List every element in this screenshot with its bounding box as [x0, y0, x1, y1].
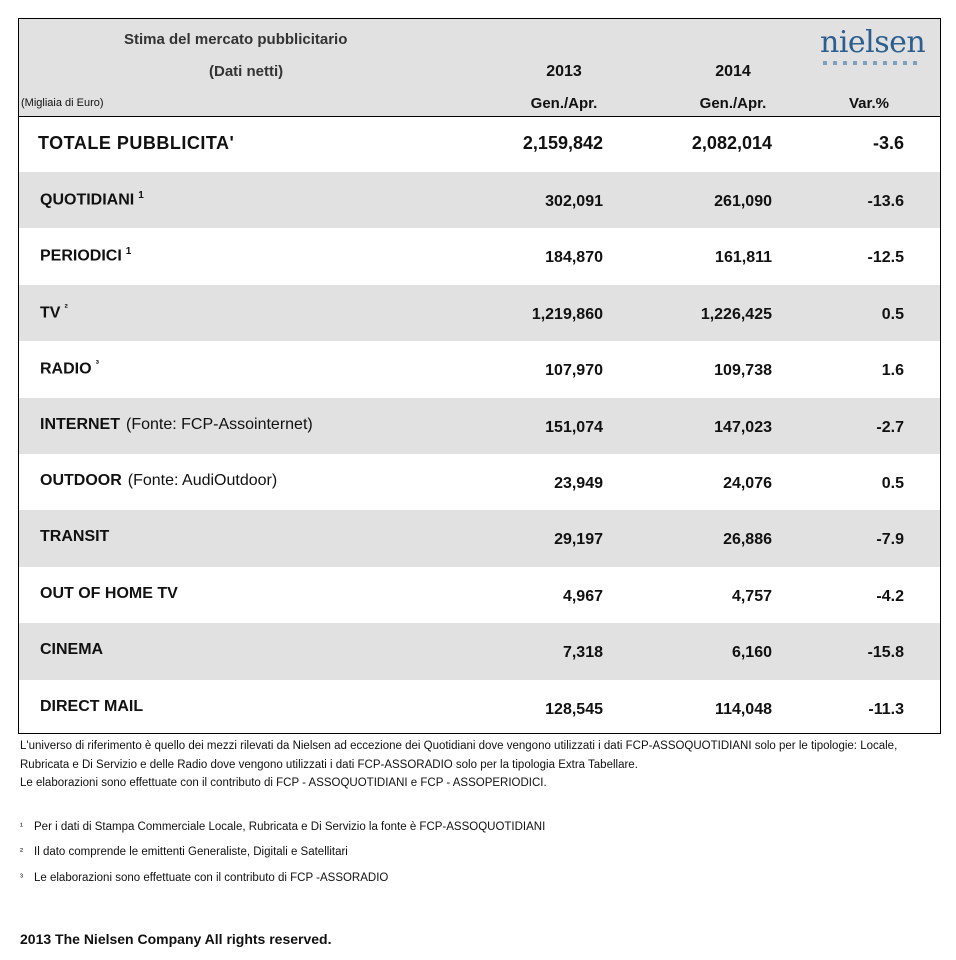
value-2014: 114,048 [715, 700, 772, 718]
value-2013: 128,545 [545, 700, 603, 718]
nielsen-logo-text: nielsen [820, 25, 926, 60]
table-subtitle: (Dati netti) [209, 63, 284, 80]
copyright-text: 2013 The Nielsen Company All rights rese… [20, 931, 332, 947]
medium-name: RADIO [40, 360, 92, 378]
table-row: TV ² 1,219,860 1,226,425 0.5 [19, 284, 940, 342]
row-label: QUOTIDIANI 1 [40, 190, 144, 209]
year-2014-header: 2014 [715, 63, 751, 80]
row-label: CINEMA [40, 641, 103, 659]
value-2014: 109,738 [714, 362, 772, 380]
period-2013-header: Gen./Apr. [530, 95, 598, 112]
value-2013: 1,219,860 [531, 305, 603, 323]
footnote-marker: 1 [125, 246, 132, 258]
footnote-marker: ³ [95, 359, 99, 371]
logo-dots-icon [823, 61, 917, 65]
var-percent: -15.8 [867, 644, 904, 662]
medium-name: PERIODICI [40, 247, 122, 265]
row-label: TV ² [40, 303, 68, 322]
table-row-total: TOTALE PUBBLICITA' 2,159,842 2,082,014 -… [19, 116, 940, 172]
note-line-3: Le elaborazioni sono effettuate con il c… [20, 777, 547, 789]
footnote-marker: ² [64, 302, 68, 314]
total-2013: 2,159,842 [522, 133, 603, 153]
total-var: -3.6 [872, 133, 904, 153]
var-percent: -13.6 [867, 193, 904, 210]
var-percent: -4.2 [876, 587, 904, 605]
row-label: TRANSIT [40, 528, 109, 546]
medium-name: TV [40, 304, 61, 322]
row-label: INTERNET (Fonte: FCP-Assointernet) [40, 416, 313, 434]
table-row: CINEMA 7,318 6,160 -15.8 [19, 623, 940, 680]
footnote-1-mark: ¹ [20, 821, 23, 831]
value-2014: 26,886 [723, 531, 772, 549]
period-2014-header: Gen./Apr. [699, 95, 767, 112]
table-row: PERIODICI 1 184,870 161,811 -12.5 [19, 228, 940, 284]
value-2014: 6,160 [731, 644, 772, 662]
footnote-1: ¹ Per i dati di Stampa Commerciale Locale… [20, 821, 545, 833]
medium-name: OUT OF HOME TV [40, 584, 178, 602]
value-2013: 151,074 [545, 418, 603, 436]
var-percent: -11.3 [868, 700, 904, 718]
row-label: RADIO ³ [40, 359, 99, 378]
value-2014: 161,811 [715, 249, 772, 267]
medium-name: CINEMA [40, 641, 104, 659]
table-row: QUOTIDIANI 1 302,091 261,090 -13.6 [19, 172, 940, 229]
table-header: Stima del mercato pubblicitario (Dati ne… [19, 19, 940, 117]
table-row: OUT OF HOME TV 4,967 4,757 -4.2 [19, 567, 940, 623]
table-title: Stima del mercato pubblicitario [124, 31, 348, 48]
value-2013: 7,318 [562, 644, 603, 662]
footnote-marker: 1 [138, 190, 144, 201]
value-2013: 23,949 [554, 475, 603, 492]
value-2014: 1,226,425 [700, 305, 772, 323]
value-2014: 4,757 [731, 587, 772, 605]
table-row: DIRECT MAIL 128,545 114,048 -11.3 [19, 680, 940, 736]
medium-name: INTERNET [40, 415, 120, 433]
total-label: TOTALE PUBBLICITA' [38, 133, 235, 153]
year-2013-header: 2013 [546, 63, 582, 80]
value-2013: 107,970 [545, 362, 603, 380]
value-2013: 4,967 [562, 587, 603, 605]
value-2014: 24,076 [723, 475, 772, 492]
table-row: OUTDOOR (Fonte: AudiOutdoor) 23,949 24,076 0… [19, 454, 940, 510]
var-percent: 0.5 [881, 475, 904, 492]
total-2014: 2,082,014 [691, 133, 772, 153]
value-2013: 29,197 [554, 531, 603, 549]
row-label: OUTDOOR (Fonte: AudiOutdoor) [40, 472, 277, 490]
var-percent: -12.5 [867, 249, 904, 267]
value-2013: 302,091 [545, 193, 603, 210]
note-line-1: L'universo di riferimento è quello dei m… [20, 740, 898, 752]
table-row: INTERNET (Fonte: FCP-Assointernet) 151,074… [19, 397, 940, 454]
row-label: DIRECT MAIL [40, 698, 143, 716]
value-2014: 261,090 [714, 193, 772, 210]
source-note: (Fonte: FCP-Assointernet) [126, 415, 313, 433]
var-percent: -7.9 [876, 531, 904, 549]
row-label: OUT OF HOME TV [40, 585, 178, 603]
value-2013: 184,870 [545, 249, 603, 267]
table-row: RADIO ³ 107,970 109,738 1.6 [19, 341, 940, 397]
medium-name: TRANSIT [40, 528, 110, 546]
medium-name: DIRECT MAIL [40, 697, 144, 715]
row-label: PERIODICI 1 [40, 246, 131, 265]
footnote-2-text: Il dato comprende le emittenti Generalis… [34, 846, 348, 858]
advertising-market-table: Stima del mercato pubblicitario (Dati ne… [18, 18, 941, 734]
medium-name: OUTDOOR [40, 472, 122, 489]
footnote-3-text: Le elaborazioni sono effettuate con il c… [34, 872, 389, 884]
table-row: TRANSIT 29,197 26,886 -7.9 [19, 510, 940, 567]
medium-name: QUOTIDIANI [40, 191, 135, 209]
var-percent: 1.6 [881, 362, 904, 380]
footnote-2: ² Il dato comprende le emittenti Generali… [20, 846, 348, 858]
nielsen-logo: nielsen [820, 25, 930, 69]
footnote-3: ³ Le elaborazioni sono effettuate con il … [20, 872, 388, 884]
notes-block: L'universo di riferimento è quello dei m… [20, 737, 940, 793]
value-2014: 147,023 [714, 418, 772, 436]
footnote-3-mark: ³ [20, 872, 23, 882]
var-percent-header: Var.% [848, 95, 890, 112]
source-note: (Fonte: AudiOutdoor) [127, 472, 278, 489]
unit-label: (Migliaia di Euro) [21, 97, 104, 109]
var-percent: -2.7 [876, 418, 904, 436]
footnote-1-text: Per i dati di Stampa Commerciale Locale,… [34, 821, 546, 833]
var-percent: 0.5 [881, 305, 904, 323]
footnote-2-mark: ² [20, 846, 23, 856]
note-line-2: Rubricata e Di Servizio e delle Radio do… [20, 758, 638, 771]
